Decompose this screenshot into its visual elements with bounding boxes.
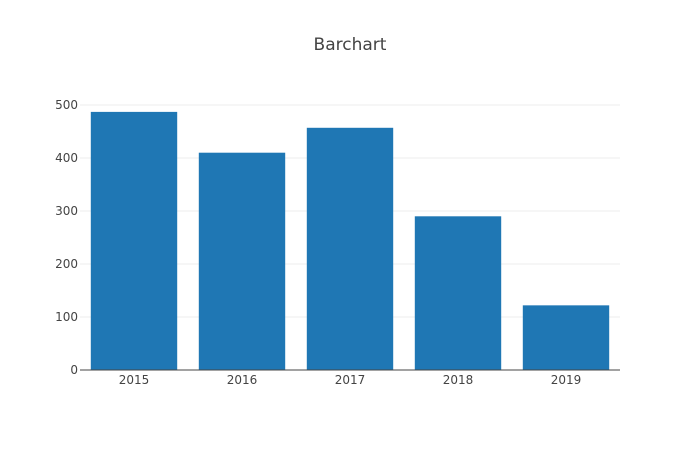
x-tick-label: 2018	[443, 373, 474, 387]
bar-2018[interactable]	[414, 216, 502, 370]
y-tick-labels: 0 100 200 300 400 500	[55, 98, 78, 377]
y-tick-label: 500	[55, 98, 78, 112]
bar-2019[interactable]	[522, 305, 610, 370]
y-tick-label: 300	[55, 204, 78, 218]
y-tick-label: 400	[55, 151, 78, 165]
x-tick-label: 2017	[335, 373, 366, 387]
bar-2016[interactable]	[198, 152, 286, 370]
x-tick-labels: 2015 2016 2017 2018 2019	[119, 373, 582, 387]
bar-layer	[90, 111, 610, 370]
x-tick-label: 2019	[551, 373, 582, 387]
bar-2015[interactable]	[90, 111, 178, 370]
chart-title: Barchart	[314, 35, 387, 55]
x-tick-label: 2015	[119, 373, 150, 387]
y-tick-label: 0	[70, 363, 78, 377]
y-tick-label: 200	[55, 257, 78, 271]
x-tick-label: 2016	[227, 373, 258, 387]
y-tick-label: 100	[55, 310, 78, 324]
bar-2017[interactable]	[306, 127, 394, 370]
